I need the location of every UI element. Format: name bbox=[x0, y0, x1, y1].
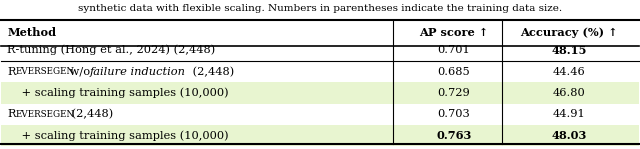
Text: + scaling training samples (10,000): + scaling training samples (10,000) bbox=[7, 88, 228, 98]
Text: failure induction: failure induction bbox=[90, 67, 186, 77]
Text: EVERSEGEN: EVERSEGEN bbox=[15, 67, 74, 76]
Text: 46.80: 46.80 bbox=[553, 88, 586, 98]
Text: w/o: w/o bbox=[66, 67, 93, 77]
Text: + scaling training samples (10,000): + scaling training samples (10,000) bbox=[7, 131, 228, 141]
Text: 48.15: 48.15 bbox=[552, 45, 587, 56]
Text: R-tuning (Hong et al., 2024) (2,448): R-tuning (Hong et al., 2024) (2,448) bbox=[7, 45, 215, 55]
Text: R: R bbox=[7, 67, 15, 77]
Text: 44.46: 44.46 bbox=[553, 67, 586, 77]
Text: 0.685: 0.685 bbox=[438, 67, 470, 77]
Text: 0.763: 0.763 bbox=[436, 130, 472, 141]
Text: AP score ↑: AP score ↑ bbox=[419, 27, 489, 38]
FancyBboxPatch shape bbox=[1, 82, 639, 104]
Text: 0.703: 0.703 bbox=[438, 109, 470, 119]
Text: 44.91: 44.91 bbox=[553, 109, 586, 119]
Text: 0.701: 0.701 bbox=[438, 45, 470, 55]
Text: 48.03: 48.03 bbox=[552, 130, 587, 141]
Text: (2,448): (2,448) bbox=[189, 66, 234, 77]
Text: Method: Method bbox=[7, 27, 56, 38]
Text: R: R bbox=[7, 109, 15, 119]
FancyBboxPatch shape bbox=[1, 125, 639, 146]
Text: synthetic data with flexible scaling. Numbers in parentheses indicate the traini: synthetic data with flexible scaling. Nu… bbox=[78, 4, 562, 13]
Text: EVERSEGEN: EVERSEGEN bbox=[15, 110, 74, 119]
Text: Accuracy (%) ↑: Accuracy (%) ↑ bbox=[520, 27, 618, 38]
Text: (2,448): (2,448) bbox=[68, 109, 113, 119]
Text: 0.729: 0.729 bbox=[438, 88, 470, 98]
